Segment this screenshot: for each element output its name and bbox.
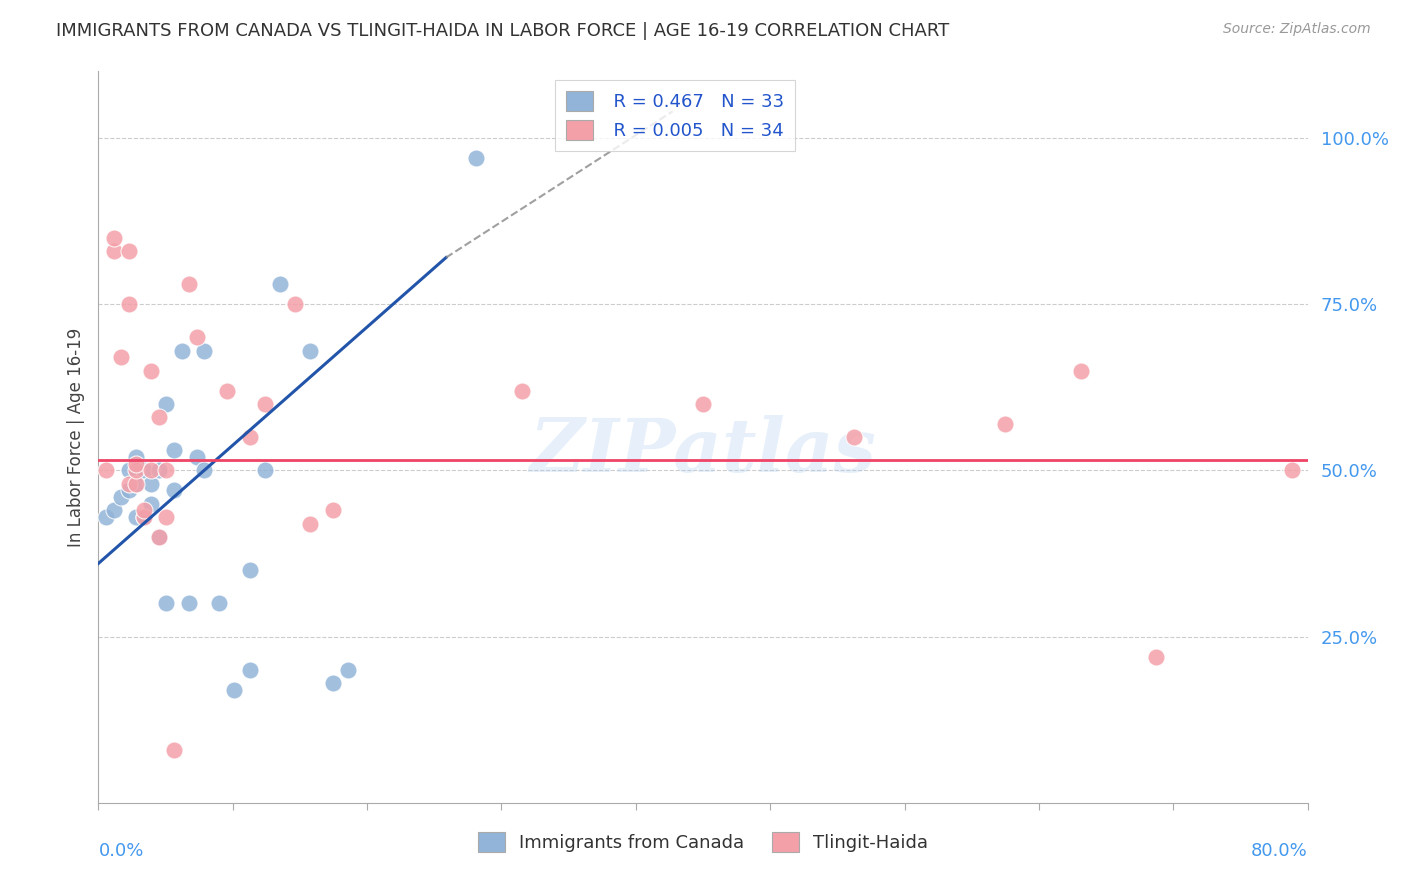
Point [163, 443, 186, 458]
Point [253, 397, 276, 411]
Point [193, 463, 215, 477]
Point [132, 509, 155, 524]
Point [110, 351, 132, 365]
Point [336, 663, 359, 677]
Point [299, 343, 322, 358]
Text: Source: ZipAtlas.com: Source: ZipAtlas.com [1223, 22, 1371, 37]
Point [253, 463, 276, 477]
Point [1070, 363, 1092, 377]
Point [141, 363, 163, 377]
Point [155, 596, 177, 610]
Text: IMMIGRANTS FROM CANADA VS TLINGIT-HAIDA IN LABOR FORCE | AGE 16-19 CORRELATION C: IMMIGRANTS FROM CANADA VS TLINGIT-HAIDA … [56, 22, 949, 40]
Point [103, 244, 125, 258]
Point [155, 509, 177, 524]
Point [125, 476, 148, 491]
Point [170, 343, 193, 358]
Point [1281, 463, 1303, 477]
Point [465, 151, 488, 165]
Point [322, 676, 344, 690]
Point [141, 463, 163, 477]
Point [125, 463, 148, 477]
Point [163, 483, 186, 498]
Point [148, 530, 170, 544]
Point [148, 530, 170, 544]
Point [163, 742, 186, 756]
Point [155, 397, 177, 411]
Point [118, 244, 141, 258]
Point [284, 297, 307, 311]
Point [215, 384, 238, 398]
Point [110, 490, 132, 504]
Point [132, 509, 155, 524]
Point [994, 417, 1017, 431]
Point [118, 297, 141, 311]
Point [148, 410, 170, 425]
Point [322, 503, 344, 517]
Point [141, 476, 163, 491]
Point [239, 430, 262, 444]
Text: ZIPatlas: ZIPatlas [530, 416, 876, 488]
Point [94, 463, 117, 477]
Point [94, 509, 117, 524]
Point [692, 397, 714, 411]
Point [103, 503, 125, 517]
Point [148, 463, 170, 477]
Point [179, 596, 201, 610]
Point [224, 682, 246, 697]
Point [510, 384, 533, 398]
Point [132, 503, 155, 517]
Point [239, 563, 262, 577]
Point [118, 483, 141, 498]
Point [118, 463, 141, 477]
Point [132, 463, 155, 477]
Point [125, 476, 148, 491]
Point [141, 497, 163, 511]
Legend: Immigrants from Canada, Tlingit-Haida: Immigrants from Canada, Tlingit-Haida [471, 825, 935, 860]
Point [155, 463, 177, 477]
Point [239, 663, 262, 677]
Point [186, 450, 208, 464]
Point [103, 230, 125, 244]
Point [193, 343, 215, 358]
Point [118, 476, 141, 491]
Text: 80.0%: 80.0% [1251, 842, 1308, 860]
Point [1144, 649, 1167, 664]
Point [125, 457, 148, 471]
Point [299, 516, 322, 531]
Point [179, 277, 201, 292]
Point [208, 596, 231, 610]
Text: 0.0%: 0.0% [98, 842, 143, 860]
Point [125, 450, 148, 464]
Point [125, 509, 148, 524]
Point [186, 330, 208, 344]
Y-axis label: In Labor Force | Age 16-19: In Labor Force | Age 16-19 [66, 327, 84, 547]
Point [269, 277, 291, 292]
Point [844, 430, 866, 444]
